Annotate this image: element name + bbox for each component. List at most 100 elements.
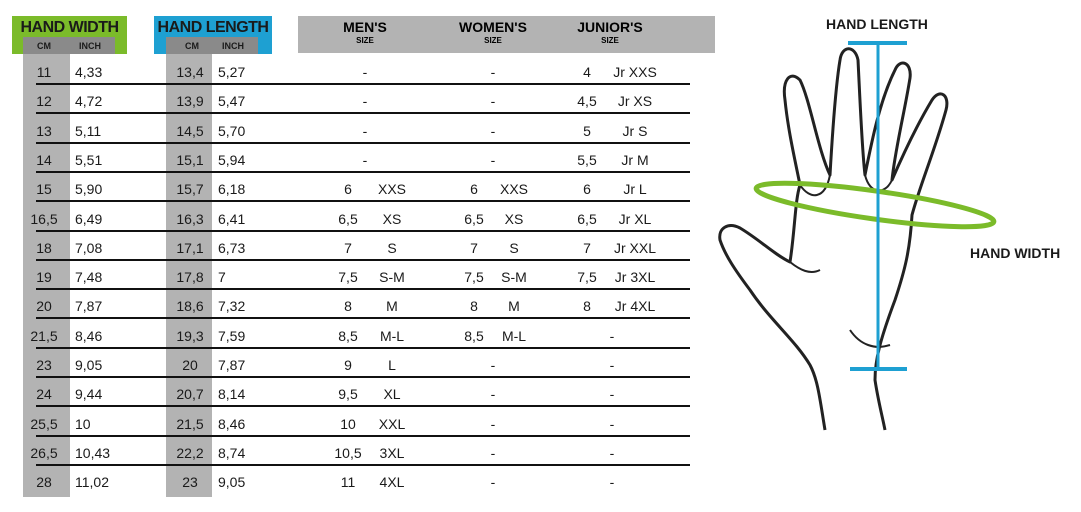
hand-width-title: HAND WIDTH xyxy=(20,19,119,36)
row-divider xyxy=(36,376,690,378)
womens-size-cell: - xyxy=(490,415,496,432)
womens-size-cell: S-M xyxy=(501,269,527,286)
womens-size-cell: XXS xyxy=(499,181,529,198)
cm-label: CM xyxy=(37,41,51,51)
womens-header: WOMEN'S SIZE xyxy=(459,20,527,48)
length-inch-cell: 7,87 xyxy=(218,357,246,373)
cm-label: CM xyxy=(185,41,199,51)
row-divider xyxy=(36,200,690,203)
juniors-size-cell: Jr 3XL xyxy=(614,269,656,286)
length-cm-cell: 15,7 xyxy=(176,181,204,198)
hand-length-header: HAND LENGTH CM INCH xyxy=(154,16,272,54)
length-cm-cell: 13,4 xyxy=(176,64,204,80)
length-inch-cell: 5,70 xyxy=(218,122,246,139)
width-inch-cell: 8,46 xyxy=(75,327,103,344)
row-divider xyxy=(36,258,690,261)
mens-number-cell: 6 xyxy=(344,181,352,198)
juniors-size-cell: - xyxy=(609,357,615,373)
mens-size-cell: 3XL xyxy=(379,444,405,461)
juniors-number-cell: 6,5 xyxy=(577,210,597,227)
length-inch-cell: 8,14 xyxy=(218,386,246,403)
length-cm-cell: 17,1 xyxy=(176,239,204,256)
length-inch-cell: 5,47 xyxy=(218,93,246,110)
juniors-number-cell: 6 xyxy=(583,181,591,198)
width-cm-cell: 25,5 xyxy=(30,415,58,432)
width-inch-cell: 7,48 xyxy=(75,269,103,286)
juniors-size-cell: Jr M xyxy=(621,151,649,168)
mens-size-cell: M-L xyxy=(379,327,405,344)
hand-outline xyxy=(718,47,949,431)
hand-width-label: HAND WIDTH xyxy=(970,245,1061,261)
juniors-size-cell: Jr XXL xyxy=(613,239,657,256)
width-cm-cell: 19 xyxy=(36,269,52,286)
length-inch-cell: 5,94 xyxy=(218,151,246,168)
length-inch-cell: 5,27 xyxy=(218,64,246,80)
womens-size-cell: - xyxy=(490,474,496,491)
hand-width-units: CM INCH xyxy=(23,37,115,54)
length-cm-cell: 18,6 xyxy=(176,298,204,315)
size-label: SIZE xyxy=(484,36,502,45)
width-inch-cell: 10 xyxy=(75,415,91,432)
inch-label: INCH xyxy=(79,41,101,51)
width-cm-cell: 26,5 xyxy=(30,444,58,461)
mens-size-cell: S xyxy=(387,239,397,256)
womens-number-cell: 7 xyxy=(470,239,478,256)
width-cm-cell: 12 xyxy=(36,93,52,110)
width-cm-cell: 11 xyxy=(36,64,52,80)
length-inch-cell: 6,73 xyxy=(218,239,246,256)
mens-number-cell: 6,5 xyxy=(338,210,358,227)
mens-size-cell: XS xyxy=(382,210,402,227)
juniors-size-cell: Jr L xyxy=(623,181,647,198)
mens-size-cell: S-M xyxy=(379,269,405,286)
womens-number-cell: 6 xyxy=(470,181,478,198)
width-cm-column xyxy=(23,54,70,497)
mens-number-cell: 7 xyxy=(344,239,352,256)
length-cm-cell: 14,5 xyxy=(176,122,204,139)
width-cm-cell: 23 xyxy=(36,357,52,373)
width-cm-cell: 24 xyxy=(36,386,52,403)
womens-size-cell: - xyxy=(490,386,496,403)
mens-size-cell: XXS xyxy=(377,181,407,198)
mens-size-cell: L xyxy=(388,357,396,373)
juniors-size-cell: - xyxy=(609,474,615,491)
womens-size-cell: - xyxy=(490,357,496,373)
mens-number-cell: 11 xyxy=(340,474,356,491)
mens-size-cell: 4XL xyxy=(379,474,405,491)
womens-number-cell: - xyxy=(490,122,496,139)
juniors-size-cell: - xyxy=(609,386,615,403)
womens-number-cell: 8 xyxy=(470,298,478,315)
row-divider xyxy=(36,405,690,408)
width-inch-cell: 7,08 xyxy=(75,239,103,256)
width-inch-cell: 4,33 xyxy=(75,64,103,80)
length-cm-cell: 19,3 xyxy=(176,327,204,344)
row-divider xyxy=(36,317,690,320)
row-divider xyxy=(36,229,690,232)
juniors-size-cell: - xyxy=(609,327,615,344)
row-divider xyxy=(36,463,690,466)
length-cm-cell: 13,9 xyxy=(176,93,204,110)
row-divider xyxy=(36,170,690,173)
size-header xyxy=(298,16,715,53)
womens-number-cell: 7,5 xyxy=(464,269,484,286)
hand-length-title: HAND LENGTH xyxy=(157,19,269,36)
width-cm-cell: 21,5 xyxy=(30,327,58,344)
inch-label: INCH xyxy=(222,41,244,51)
width-cm-cell: 16,5 xyxy=(30,210,58,227)
juniors-number-cell: 4 xyxy=(583,64,591,80)
length-cm-cell: 23 xyxy=(182,474,198,491)
width-cm-cell: 14 xyxy=(36,151,52,168)
size-label: SIZE xyxy=(356,36,374,45)
juniors-size-cell: Jr XXS xyxy=(613,64,657,80)
juniors-number-cell: 8 xyxy=(583,298,591,315)
width-cm-cell: 20 xyxy=(36,298,52,315)
mens-number-cell: 10,5 xyxy=(334,444,362,461)
length-inch-cell: 9,05 xyxy=(218,474,246,491)
row-divider xyxy=(36,346,690,349)
length-cm-cell: 21,5 xyxy=(176,415,204,432)
juniors-size-cell: Jr 4XL xyxy=(614,298,656,315)
size-label: SIZE xyxy=(601,36,619,45)
width-inch-cell: 4,72 xyxy=(75,93,103,110)
length-inch-cell: 6,18 xyxy=(218,181,246,198)
womens-number-cell: - xyxy=(490,93,496,110)
